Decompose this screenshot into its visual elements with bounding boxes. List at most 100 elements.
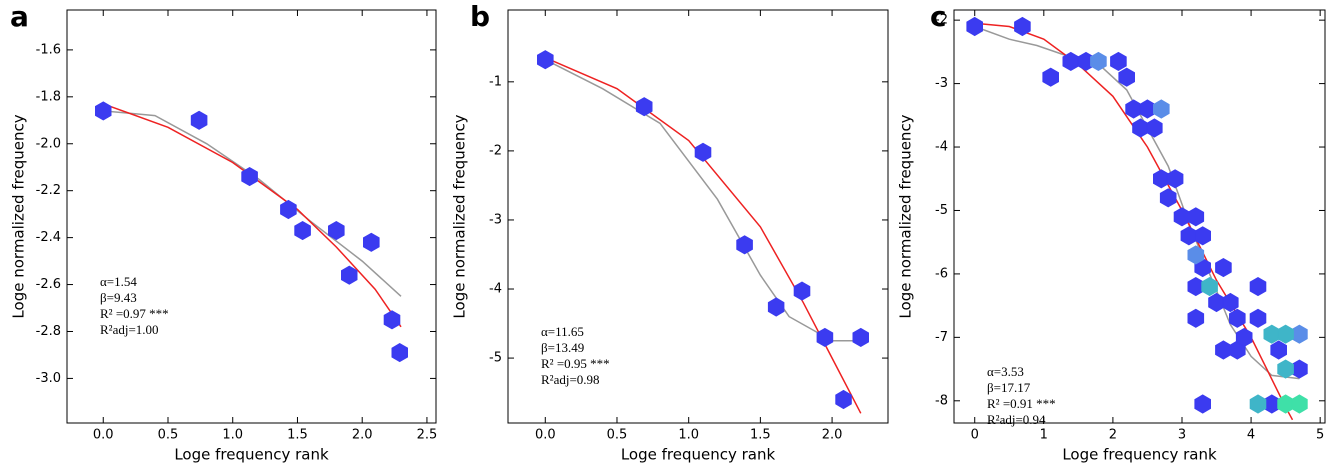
x-tick-label: 5 bbox=[1316, 428, 1324, 443]
hexbin bbox=[816, 327, 834, 347]
y-tick-label: -8 bbox=[935, 393, 948, 408]
fit-line bbox=[544, 59, 861, 342]
fit-line bbox=[103, 103, 402, 328]
fit-line bbox=[545, 57, 862, 414]
hexbin bbox=[1201, 277, 1218, 297]
hexbin bbox=[1110, 51, 1127, 71]
fit-line bbox=[103, 110, 402, 297]
hexbin bbox=[1194, 394, 1211, 414]
hexbin bbox=[1249, 394, 1267, 414]
hexbin bbox=[1263, 394, 1281, 414]
annotation: R² =0.91 *** bbox=[987, 396, 1056, 411]
panel-label: c bbox=[930, 0, 947, 33]
y-tick-label: -2.0 bbox=[36, 136, 61, 151]
annotation: β=13.49 bbox=[541, 340, 584, 355]
annotation: R² =0.97 *** bbox=[100, 306, 169, 321]
hexbin bbox=[1139, 99, 1156, 119]
x-tick-label: 0.5 bbox=[158, 428, 179, 443]
hexbin bbox=[328, 221, 345, 241]
x-tick-label: 4 bbox=[1247, 428, 1255, 443]
hexbin bbox=[1270, 340, 1287, 360]
hexbin bbox=[537, 50, 554, 70]
panel-label: a bbox=[10, 0, 29, 33]
y-tick-label: -2.6 bbox=[36, 277, 61, 292]
panel-label: b bbox=[470, 0, 490, 33]
x-tick-label: 3 bbox=[1178, 428, 1186, 443]
x-tick-label: 2.5 bbox=[417, 428, 438, 443]
hexbin bbox=[793, 281, 811, 301]
hexbin bbox=[1277, 359, 1294, 379]
hexbin bbox=[1159, 188, 1177, 208]
hexbin bbox=[1249, 308, 1267, 328]
annotation: R²adj=1.00 bbox=[100, 322, 159, 337]
hexbin bbox=[635, 97, 653, 117]
x-tick-label: 1 bbox=[1040, 428, 1048, 443]
x-tick-label: 2.0 bbox=[822, 428, 843, 443]
annotation: α=3.53 bbox=[987, 364, 1024, 379]
y-tick-label: -1 bbox=[489, 74, 502, 89]
fit-line bbox=[974, 22, 1294, 421]
hexbin bbox=[1187, 245, 1205, 265]
hexbin bbox=[1291, 359, 1308, 379]
hexbin bbox=[1042, 67, 1059, 87]
y-tick-label: -5 bbox=[489, 351, 502, 366]
hexbin bbox=[280, 199, 297, 220]
hexbin bbox=[694, 142, 712, 162]
x-axis-label: Loge frequency rank bbox=[621, 446, 776, 464]
x-tick-label: 1.5 bbox=[750, 428, 771, 443]
hexbin bbox=[1173, 207, 1191, 227]
hexbin bbox=[1222, 292, 1239, 313]
y-tick-label: -6 bbox=[935, 266, 948, 281]
hexbin bbox=[95, 101, 112, 121]
y-tick-label: -1.8 bbox=[36, 89, 61, 104]
axes-frame bbox=[953, 9, 1326, 424]
y-tick-label: -3 bbox=[935, 76, 948, 91]
hexbin bbox=[1132, 118, 1149, 138]
y-tick-label: -2 bbox=[489, 143, 502, 158]
hexbin bbox=[1235, 327, 1253, 347]
x-axis-label: Loge frequency rank bbox=[174, 446, 329, 464]
axes-frame bbox=[507, 9, 889, 424]
x-tick-label: 1.5 bbox=[287, 428, 308, 443]
annotation: α=1.54 bbox=[100, 274, 137, 289]
hexbin bbox=[1146, 118, 1163, 138]
fit-line bbox=[974, 25, 1300, 380]
y-tick-label: -2.2 bbox=[36, 183, 61, 198]
x-tick-label: 0.0 bbox=[93, 428, 114, 443]
hexbin bbox=[1215, 340, 1232, 360]
hexbin bbox=[1090, 51, 1107, 71]
annotation: α=11.65 bbox=[541, 324, 584, 339]
y-tick-label: -2.4 bbox=[36, 230, 61, 245]
annotation: R²adj=0.94 bbox=[987, 412, 1046, 427]
hexbin bbox=[1291, 394, 1308, 414]
x-tick-label: 0.0 bbox=[535, 428, 556, 443]
hexbin bbox=[1194, 226, 1211, 246]
hexbin bbox=[835, 389, 852, 410]
hexbin bbox=[1014, 16, 1031, 37]
hexbin bbox=[1187, 308, 1205, 328]
hexbin bbox=[1187, 277, 1205, 297]
hexbin bbox=[1187, 207, 1205, 227]
hexbin bbox=[1215, 258, 1232, 278]
y-tick-label: -2.8 bbox=[36, 324, 61, 339]
hexbin bbox=[852, 327, 869, 347]
x-tick-label: 0.5 bbox=[607, 428, 628, 443]
hexbin bbox=[1180, 226, 1198, 246]
x-tick-label: 2 bbox=[1109, 428, 1117, 443]
annotation: β=17.17 bbox=[987, 380, 1031, 395]
x-tick-label: 1.0 bbox=[678, 428, 699, 443]
hexbin bbox=[1208, 292, 1225, 313]
hexbin bbox=[1166, 169, 1184, 189]
hexbin bbox=[1249, 277, 1267, 297]
annotation: β=9.43 bbox=[100, 290, 137, 305]
y-tick-label: -2 bbox=[935, 13, 948, 28]
hexbin bbox=[966, 16, 983, 37]
hexbin bbox=[294, 221, 311, 241]
hexbin bbox=[241, 167, 258, 187]
x-tick-label: 2.0 bbox=[352, 428, 373, 443]
x-tick-label: 1.0 bbox=[222, 428, 243, 443]
annotation: R²adj=0.98 bbox=[541, 372, 600, 387]
hexbin bbox=[190, 110, 208, 130]
hexbin bbox=[341, 265, 358, 285]
